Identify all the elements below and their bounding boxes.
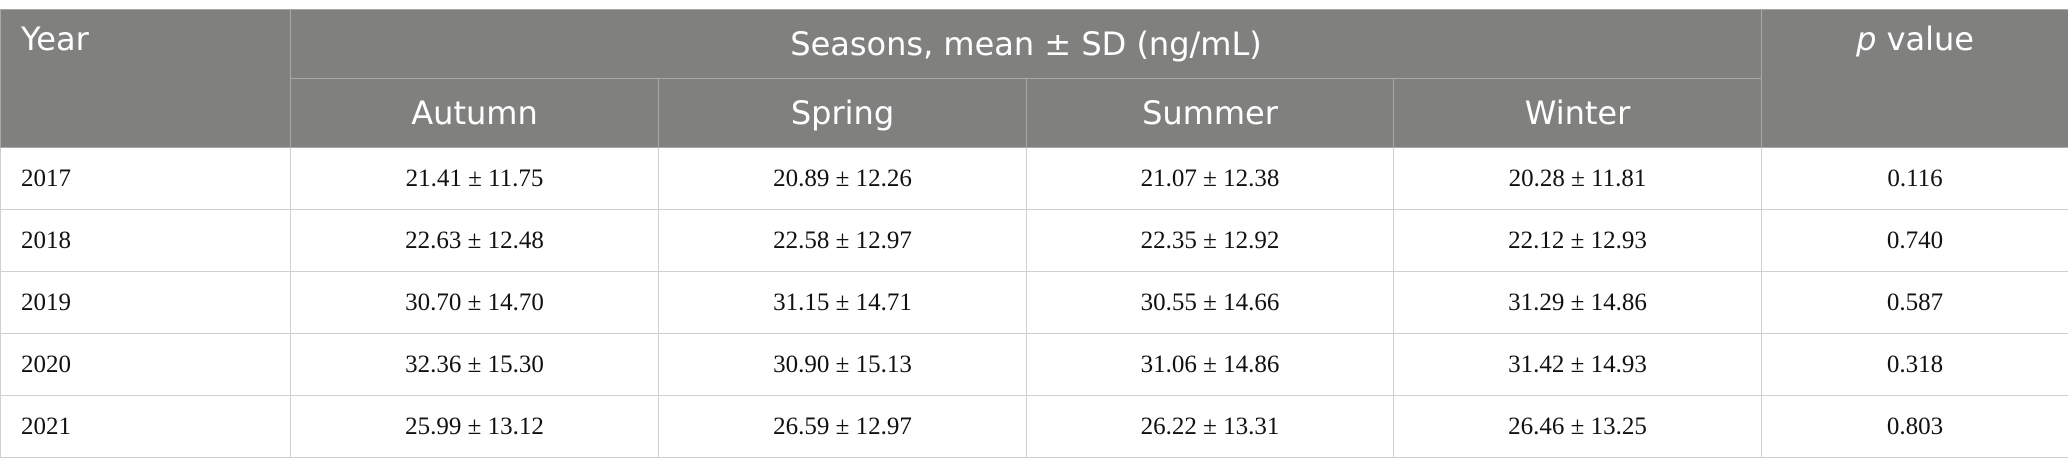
table-row: 2017 21.41 ± 11.75 20.89 ± 12.26 21.07 ± 12… — [0, 147, 2068, 210]
season-header: Summer — [1026, 78, 1394, 148]
p-value-cell: 0.803 — [1761, 395, 2068, 458]
group-header: Seasons, mean ± SD (ng/mL) — [289, 9, 1763, 79]
value-cell: 20.28 ± 11.81 — [1392, 147, 1763, 210]
value-cell: 21.07 ± 12.38 — [1026, 147, 1394, 210]
data-table: Year Seasons, mean ± SD (ng/mL) p value … — [0, 9, 2068, 458]
value-cell: 20.89 ± 12.26 — [658, 147, 1027, 210]
table-row: 2020 32.36 ± 15.30 30.90 ± 15.13 31.06 ± 14… — [0, 333, 2068, 396]
season-header: Spring — [658, 78, 1027, 148]
year-cell: 2018 — [0, 209, 291, 272]
season-header: Winter — [1392, 78, 1763, 148]
p-value-header: p value — [1761, 9, 2068, 148]
year-cell: 2020 — [0, 333, 291, 396]
value-cell: 25.99 ± 13.12 — [290, 395, 659, 458]
year-cell: 2021 — [0, 395, 291, 458]
p-value-cell: 0.740 — [1761, 209, 2068, 272]
value-cell: 31.29 ± 14.86 — [1392, 271, 1763, 334]
p-value-cell: 0.116 — [1761, 147, 2068, 210]
value-cell: 26.22 ± 13.31 — [1026, 395, 1394, 458]
table-head: Year Seasons, mean ± SD (ng/mL) p value … — [0, 9, 2068, 148]
year-header: Year — [0, 9, 291, 148]
value-cell: 22.63 ± 12.48 — [290, 209, 659, 272]
table-container: Year Seasons, mean ± SD (ng/mL) p value … — [0, 9, 2068, 458]
value-cell: 32.36 ± 15.30 — [290, 333, 659, 396]
table-row: 2019 30.70 ± 14.70 31.15 ± 14.71 30.55 ± 14… — [0, 271, 2068, 334]
year-cell: 2019 — [0, 271, 291, 334]
value-cell: 26.59 ± 12.97 — [658, 395, 1027, 458]
header-row: Year Seasons, mean ± SD (ng/mL) p value — [0, 9, 2068, 148]
year-cell: 2017 — [0, 147, 291, 210]
p-symbol: p — [1856, 20, 1877, 58]
season-header: Autumn — [290, 78, 659, 148]
value-cell: 30.90 ± 15.13 — [658, 333, 1027, 396]
value-cell: 31.42 ± 14.93 — [1392, 333, 1763, 396]
p-value-cell: 0.587 — [1761, 271, 2068, 334]
value-cell: 22.35 ± 12.92 — [1026, 209, 1394, 272]
value-cell: 22.12 ± 12.93 — [1392, 209, 1763, 272]
value-cell: 30.55 ± 14.66 — [1026, 271, 1394, 334]
p-value-cell: 0.318 — [1761, 333, 2068, 396]
p-text: value — [1886, 20, 1974, 58]
header-row: Autumn Spring Summer Winter — [1, 78, 2068, 148]
value-cell: 26.46 ± 13.25 — [1392, 395, 1763, 458]
value-cell: 22.58 ± 12.97 — [658, 209, 1027, 272]
table-row: 2021 25.99 ± 13.12 26.59 ± 12.97 26.22 ± 13… — [0, 395, 2068, 458]
value-cell: 30.70 ± 14.70 — [290, 271, 659, 334]
value-cell: 21.41 ± 11.75 — [290, 147, 659, 210]
value-cell: 31.06 ± 14.86 — [1026, 333, 1394, 396]
table-body: 2017 21.41 ± 11.75 20.89 ± 12.26 21.07 ± 12… — [0, 147, 2068, 458]
value-cell: 31.15 ± 14.71 — [658, 271, 1027, 334]
table-row: 2018 22.63 ± 12.48 22.58 ± 12.97 22.35 ± 12… — [0, 209, 2068, 272]
